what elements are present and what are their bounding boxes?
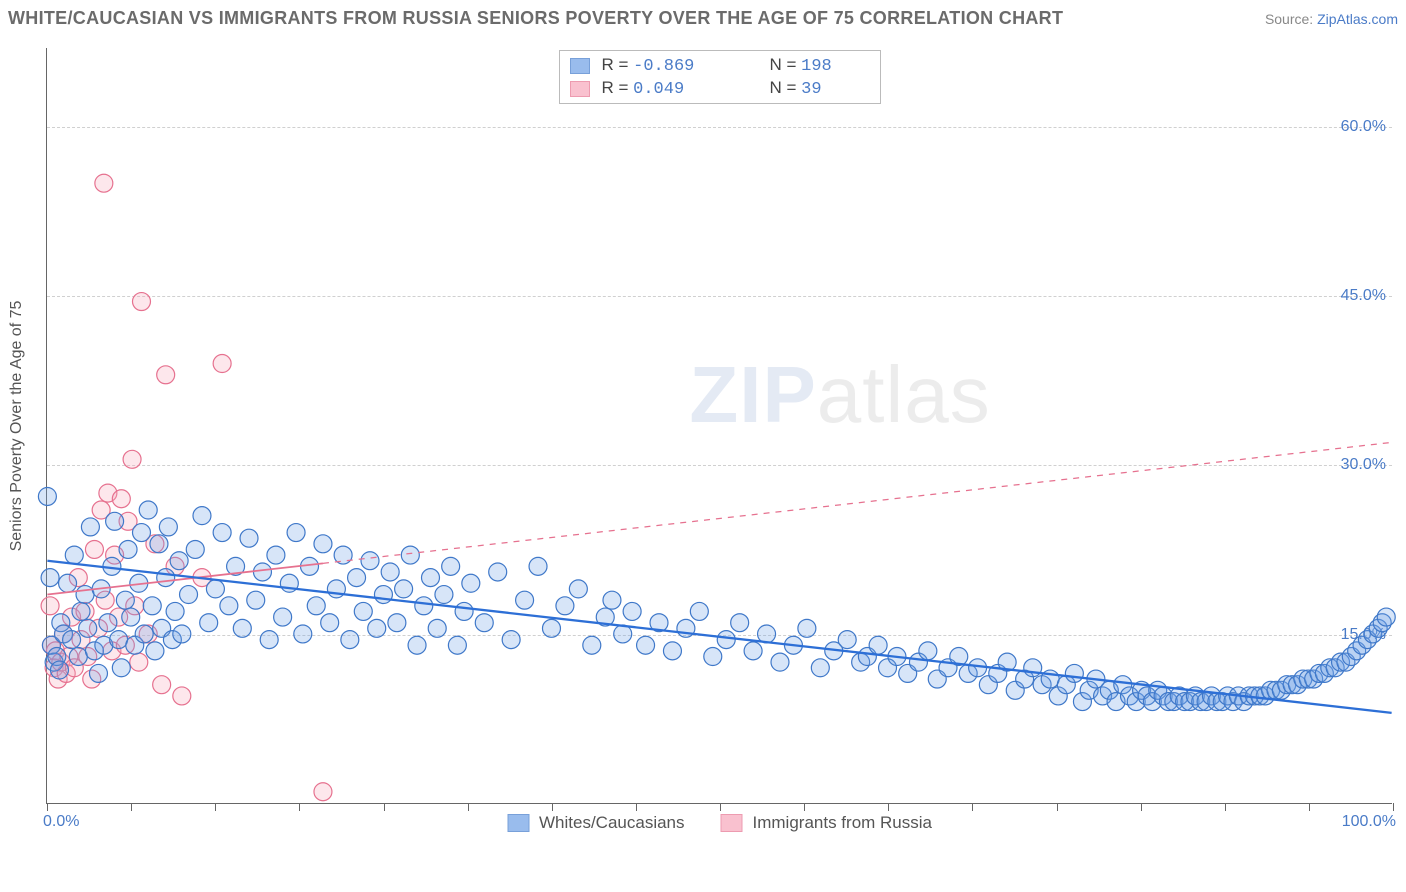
- x-tick: [47, 803, 48, 811]
- legend-swatch-blue: [570, 58, 590, 74]
- x-tick: [888, 803, 889, 811]
- x-tick: [552, 803, 553, 811]
- x-tick: [1141, 803, 1142, 811]
- stats-legend: R = -0.869 N = 198 R = 0.049 N = 39: [559, 50, 881, 104]
- x-tick: [1309, 803, 1310, 811]
- source-label: Source: ZipAtlas.com: [1265, 11, 1398, 27]
- blue-trend-solid: [47, 561, 1391, 713]
- legend-r-value-2: 0.049: [633, 80, 684, 99]
- plot-area: Seniors Poverty Over the Age of 75 ZIPat…: [46, 48, 1392, 804]
- y-axis-title: Seniors Poverty Over the Age of 75: [8, 300, 26, 551]
- x-tick: [636, 803, 637, 811]
- source-prefix: Source:: [1265, 11, 1317, 27]
- x-tick: [299, 803, 300, 811]
- bottom-legend: Whites/Caucasians Immigrants from Russia: [507, 813, 932, 833]
- source-link[interactable]: ZipAtlas.com: [1317, 11, 1398, 27]
- pink-points: [41, 174, 332, 800]
- x-tick: [972, 803, 973, 811]
- x-tick: [384, 803, 385, 811]
- legend-r-label-2: R = 0.049: [602, 78, 762, 99]
- bottom-legend-label-blue: Whites/Caucasians: [539, 813, 685, 833]
- legend-n-label-2: N = 39: [770, 78, 870, 99]
- legend-r-value-1: -0.869: [633, 57, 694, 76]
- legend-r-label-1: R = -0.869: [602, 55, 762, 76]
- x-tick: [720, 803, 721, 811]
- x-tick: [1393, 803, 1394, 811]
- x-tick: [1057, 803, 1058, 811]
- x-tick: [215, 803, 216, 811]
- legend-swatch-pink: [570, 81, 590, 97]
- x-tick: [131, 803, 132, 811]
- x-tick: [804, 803, 805, 811]
- x-axis-start-label: 0.0%: [43, 813, 79, 831]
- legend-n-value-1: 198: [801, 57, 832, 76]
- x-tick: [468, 803, 469, 811]
- x-axis-end-label: 100.0%: [1342, 813, 1396, 831]
- bottom-legend-label-pink: Immigrants from Russia: [753, 813, 932, 833]
- chart-svg: [47, 48, 1392, 803]
- bottom-swatch-pink: [721, 814, 743, 832]
- blue-points: [38, 488, 1395, 711]
- legend-n-label-1: N = 198: [770, 55, 870, 76]
- chart-title: WHITE/CAUCASIAN VS IMMIGRANTS FROM RUSSI…: [8, 8, 1063, 29]
- pink-trend-dashed: [323, 442, 1392, 563]
- x-tick: [1225, 803, 1226, 811]
- bottom-swatch-blue: [507, 814, 529, 832]
- legend-n-value-2: 39: [801, 80, 821, 99]
